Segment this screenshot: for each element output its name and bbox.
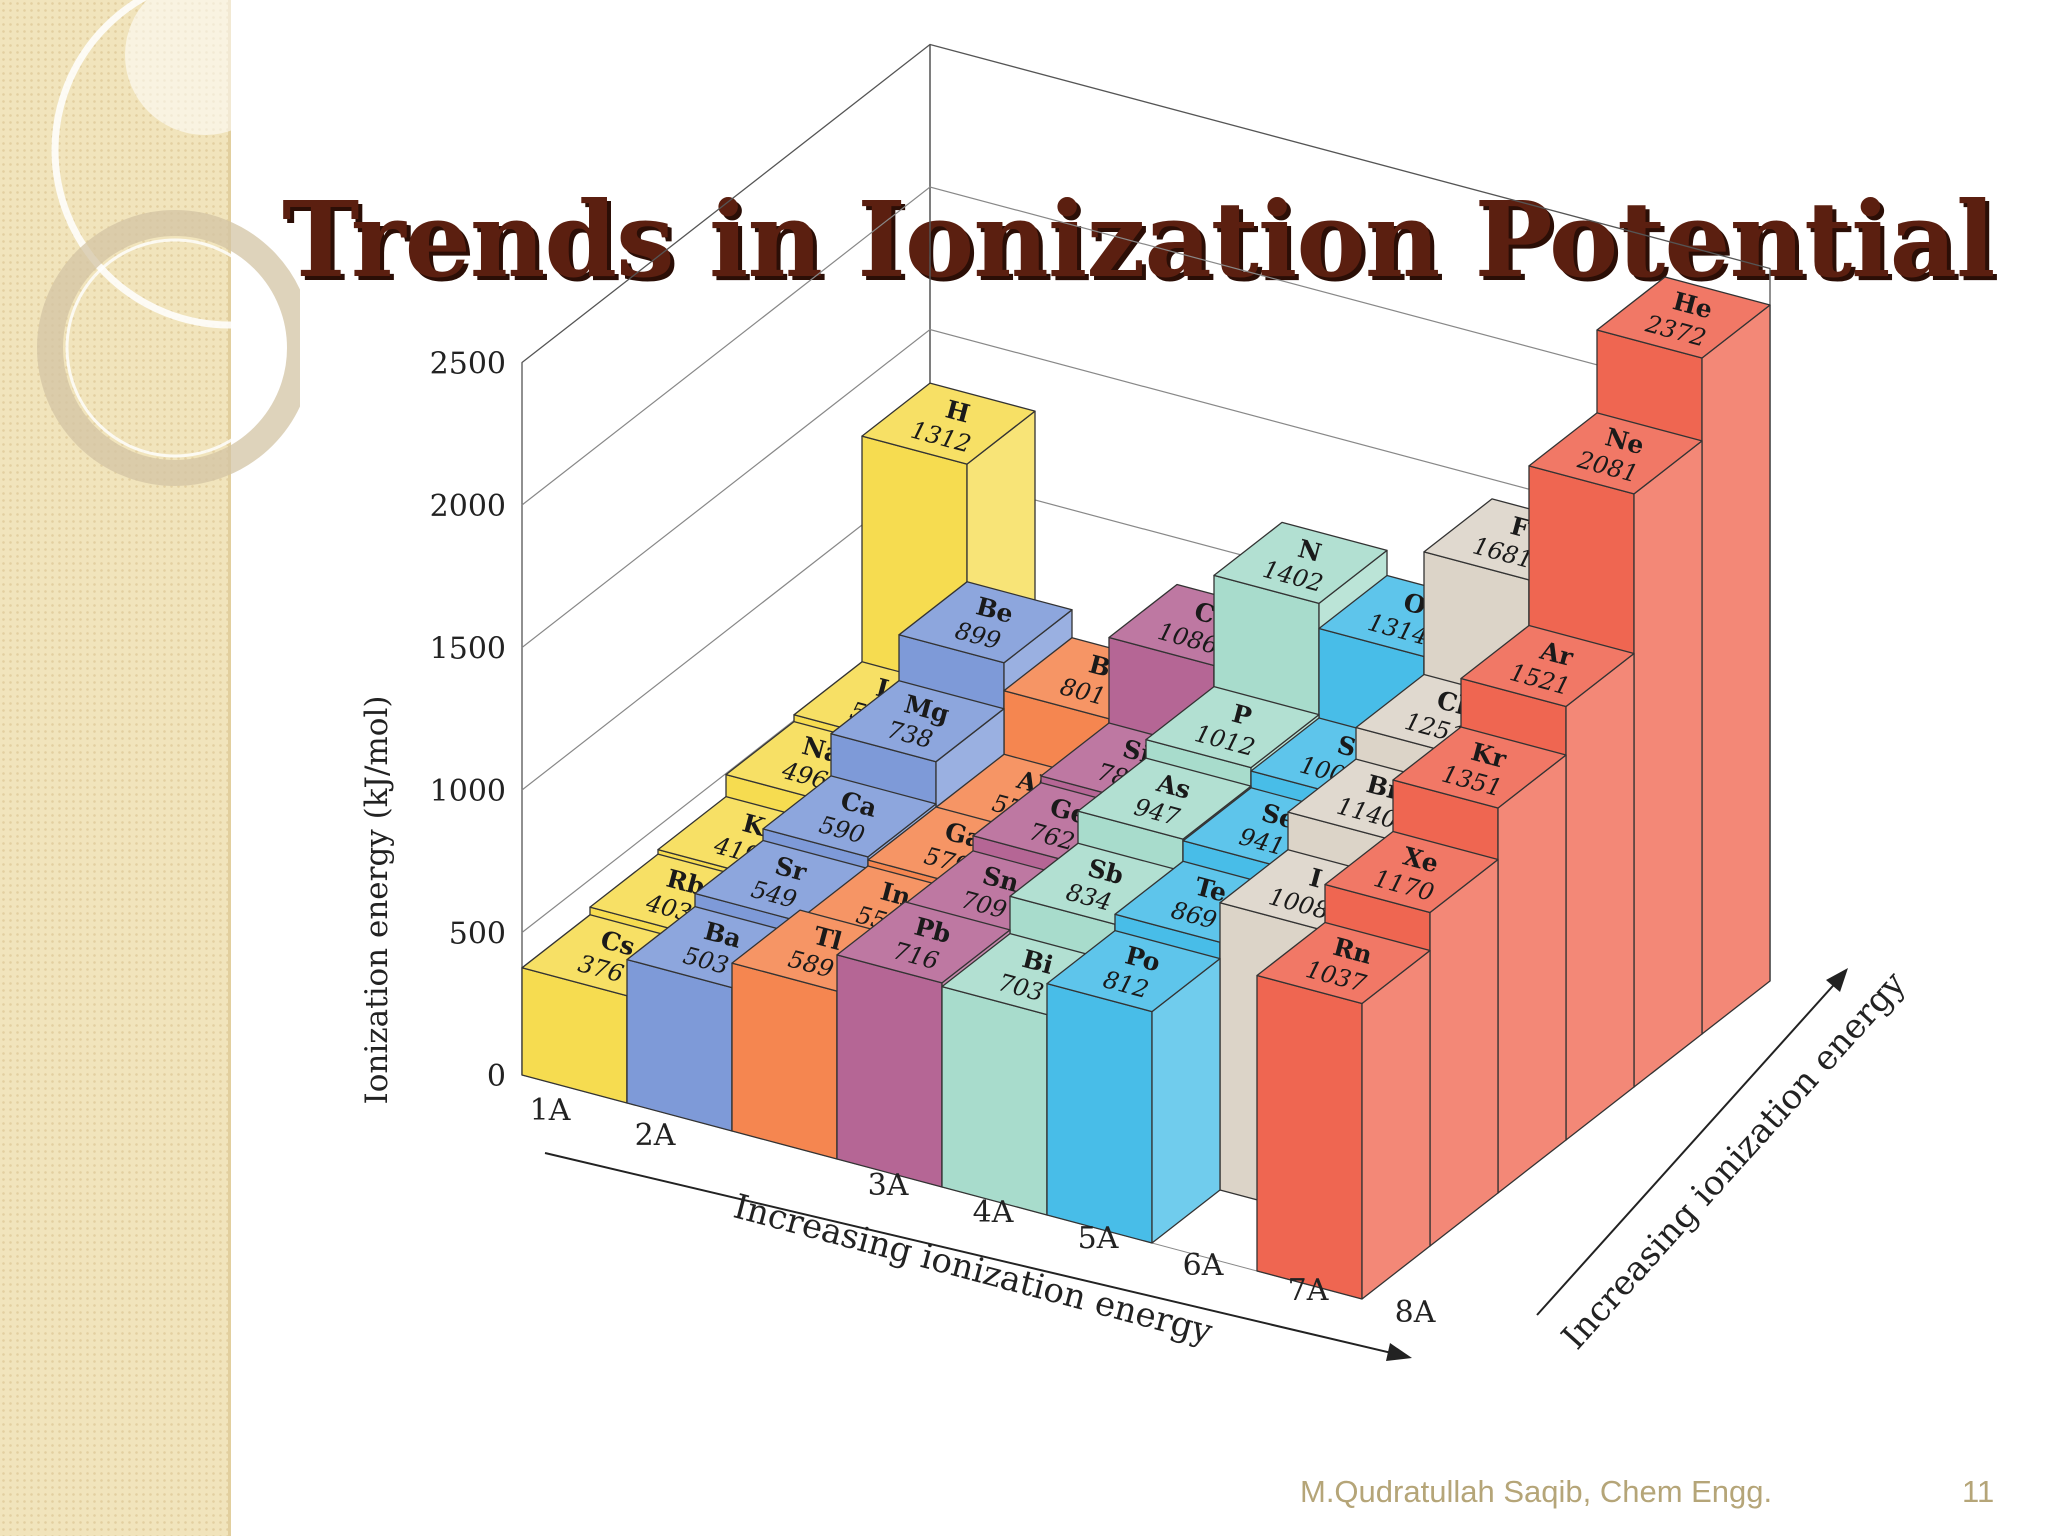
bar-side-face (1633, 440, 1703, 1088)
footer-author: M.Qudratullah Saqib, Chem Engg. (1300, 1474, 1773, 1509)
decorative-ring-small (125, 0, 285, 135)
gridline (521, 328, 1771, 648)
bar-side-face (1565, 652, 1635, 1141)
y-tick-label: 1000 (430, 774, 506, 809)
decorative-ring-large (51, 0, 300, 329)
bar-top-face (898, 581, 1073, 664)
decorative-rings (37, 0, 300, 486)
bar-top-face (1324, 830, 1499, 914)
gridline (521, 186, 1771, 506)
bar-top-face (830, 680, 1005, 763)
group-label: 2A (635, 1118, 676, 1153)
bar-top-face (1596, 276, 1771, 359)
bar-top-face (1077, 757, 1252, 840)
decorative-ring-inner (65, 238, 285, 458)
decorative-ring-medium (37, 210, 300, 486)
bar-top-face (1145, 685, 1320, 769)
group-label: 5A (1078, 1221, 1119, 1256)
bar-top-face (836, 901, 1011, 984)
group-label: 7A (1288, 1273, 1329, 1308)
y-tick-label: 2500 (430, 347, 506, 382)
bar-top-face (1256, 921, 1431, 1005)
bar-front-face (626, 958, 733, 1132)
bar-top-face (1392, 726, 1567, 809)
bar-side-face (1701, 304, 1771, 1035)
group-label: 6A (1183, 1248, 1224, 1283)
group-label: 4A (973, 1195, 1014, 1230)
y-tick-label: 1500 (430, 632, 506, 667)
bar-top-face (861, 382, 1036, 465)
group-label: 1A (530, 1093, 571, 1128)
bar-side-face (1429, 858, 1499, 1247)
x-axis-arrow-line (544, 1152, 1401, 1356)
bar-side-face (1497, 754, 1567, 1194)
group-label: 3A (868, 1168, 909, 1203)
bar-top-face (1528, 412, 1703, 495)
decorative-side-band (0, 0, 231, 1536)
y-tick-label: 500 (449, 917, 506, 952)
slide-title: Trends in Ionization Potential (282, 178, 1996, 301)
y-axis: 0 500 1000 1500 2000 2500 Ionization energy (k… (359, 347, 506, 1105)
page-number: 11 (1962, 1474, 1995, 1509)
depth-axis-arrowhead (1826, 968, 1848, 992)
bar-top-face (1213, 521, 1388, 605)
bar-top-face (1460, 624, 1635, 708)
bar-front-face (1256, 974, 1363, 1300)
bar-front-face (836, 954, 943, 1188)
y-tick-label: 2000 (430, 489, 506, 524)
bar-side-face (1361, 949, 1431, 1300)
bar-front-face (731, 962, 838, 1160)
bar-top-face (1046, 929, 1221, 1013)
bar-front-face (1046, 982, 1153, 1244)
bars: H1312He2372Li520Be899B801C1086N1402O1314… (521, 276, 1771, 1300)
x-axis-arrowhead (1386, 1343, 1412, 1361)
bar-front-face (941, 985, 1048, 1216)
y-tick-label: 0 (487, 1059, 506, 1094)
y-axis-label: Ionization energy (kJ/mol) (359, 696, 395, 1105)
group-label: 8A (1395, 1295, 1436, 1330)
bar-top-face (762, 775, 937, 858)
depth-axis-arrow-line (1536, 977, 1841, 1316)
